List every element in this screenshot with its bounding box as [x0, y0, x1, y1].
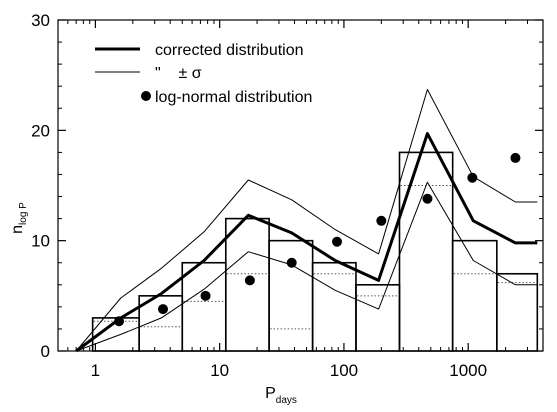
y-axis-title-main: n [9, 225, 26, 234]
x-tick-label: 1 [91, 361, 100, 380]
legend-label: log-normal distribution [155, 89, 312, 106]
x-axis-title-sub: days [276, 395, 297, 406]
legend-label: corrected distribution [155, 42, 304, 59]
y-tick-label: 20 [31, 121, 50, 140]
lognormal-point [332, 236, 343, 247]
x-tick-label: 1000 [449, 361, 487, 380]
y-axis-title-sub: log P [18, 202, 29, 225]
legend: corrected distribution " ± σ log-normal di… [95, 42, 312, 106]
y-tick-label: 10 [31, 232, 50, 251]
histogram-bar [355, 283, 401, 352]
histogram-bar [496, 272, 539, 352]
histogram-bar [451, 239, 498, 352]
y-axis-title: nlog P [9, 202, 29, 234]
series-lines-layer [75, 89, 538, 353]
sigma-band-line [76, 181, 538, 352]
y-tick-label: 30 [31, 11, 50, 30]
sigma-band-line [75, 89, 538, 352]
lognormal-point [244, 275, 255, 286]
legend-swatch-point [141, 91, 151, 101]
lognormal-point [467, 172, 478, 183]
lognormal-point [200, 290, 211, 301]
lognormal-point [114, 316, 125, 327]
axes-layer: 0 10 20 30 1 10 100 1000 [31, 11, 544, 380]
lognormal-point [510, 152, 521, 163]
lognormal-point [286, 257, 297, 268]
lognormal-point [422, 193, 433, 204]
lognormal-point [376, 215, 387, 226]
x-tick-label: 10 [210, 361, 229, 380]
lognormal-point [158, 304, 169, 315]
x-axis-title: Pdays [265, 385, 297, 406]
plot-frame [57, 19, 544, 352]
histogram-bar [224, 217, 270, 352]
histogram-bar [398, 151, 454, 352]
corrected-distribution-line [75, 132, 538, 353]
legend-label: " ± σ [155, 65, 202, 82]
histogram-bar [268, 239, 314, 352]
x-tick-label: 100 [330, 361, 358, 380]
histogram-bar [311, 261, 357, 352]
y-tick-label: 0 [41, 342, 50, 361]
points-layer [114, 152, 521, 327]
x-axis-title-main: P [265, 385, 276, 402]
